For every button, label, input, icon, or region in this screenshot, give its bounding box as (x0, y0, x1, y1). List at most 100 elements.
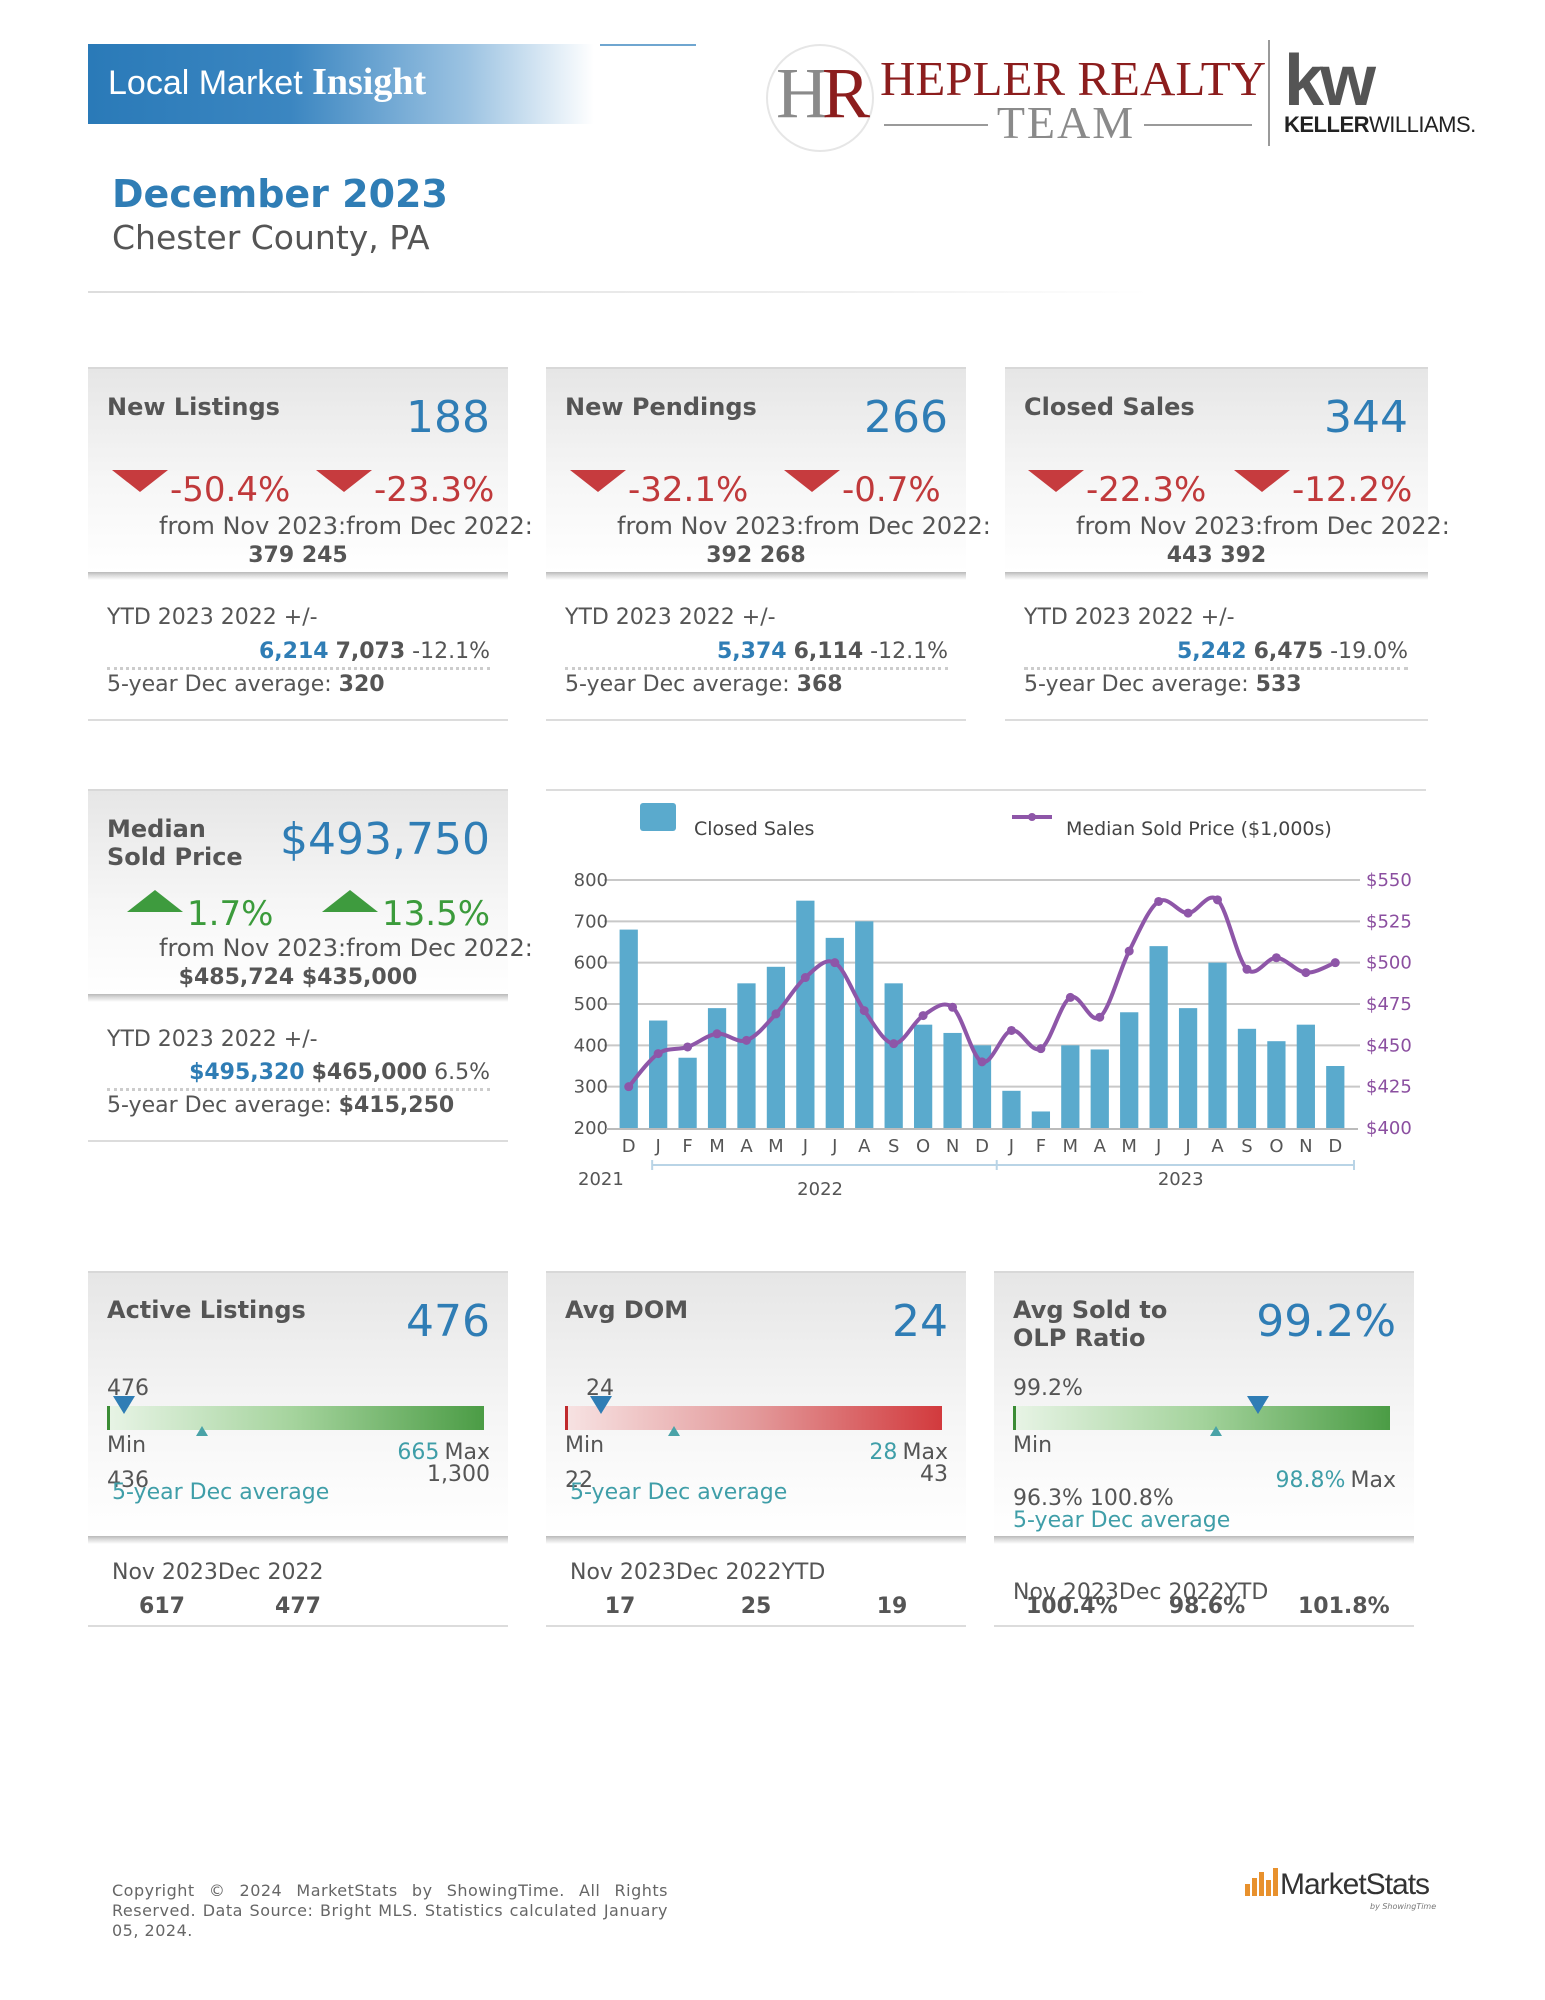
bar-chart-icon (1245, 1868, 1278, 1896)
median-price-ytd-label: YTD 2023 2022 +/- (107, 1027, 318, 1052)
new-pendings-ytd-values: 5,374 6,114 -12.1% (565, 639, 948, 664)
new-listings-value: 188 (406, 392, 490, 443)
ytd-current: 6,214 (258, 639, 329, 664)
gauge-pointer-icon (589, 1396, 612, 1414)
median-price-point (889, 1039, 899, 1049)
median-price-point (1183, 908, 1193, 918)
closed-sales-bar (1237, 1028, 1257, 1128)
gauge-average-value: 665 (397, 1440, 440, 1465)
closed-sales-title: Closed Sales (1024, 393, 1195, 421)
median-price-point (918, 1011, 928, 1021)
y-left-tick-label: 200 (574, 1118, 608, 1139)
team-sub-rule-left (884, 124, 988, 126)
x-month-label: J (802, 1136, 808, 1157)
avg-dom-avg-label: 5-year Dec average (570, 1480, 788, 1505)
closed-sales-bar (1120, 1012, 1139, 1128)
legend-bar-swatch (640, 803, 676, 831)
dotted-divider (1024, 667, 1408, 670)
y-right-tick-label: $475 (1366, 994, 1412, 1015)
y-left-tick-label: 800 (574, 870, 608, 891)
x-month-label: M (709, 1136, 725, 1157)
sold-olp-title-line1: Avg Sold to (1013, 1296, 1168, 1324)
median-price-point (683, 1042, 693, 1052)
x-month-label: D (1328, 1136, 1342, 1157)
closed-sales-5yr-average: 5-year Dec average: 533 (1024, 672, 1302, 697)
avg-value: 368 (796, 672, 843, 697)
x-year-label: 2023 (1158, 1169, 1204, 1190)
active-listings-history-dec: 477 (275, 1594, 321, 1619)
closed-sales-bar (678, 1057, 697, 1128)
ytd-current: $495,320 (189, 1060, 305, 1085)
median-price-point (1242, 964, 1252, 974)
card-bottom-rule (546, 1625, 966, 1627)
team-name: HEPLER REALTY (880, 51, 1267, 106)
x-month-label: A (1211, 1136, 1224, 1157)
median-price-point (1271, 953, 1281, 963)
new-pendings-pct-month: -32.1% (628, 470, 749, 510)
active-listings-avg-label: 5-year Dec average (112, 1480, 330, 1505)
y-right-tick-label: $400 (1366, 1118, 1412, 1139)
x-month-label: A (740, 1136, 753, 1157)
y-right-tick-label: $550 (1366, 870, 1412, 891)
active-listings-history-labels: Nov 2023Dec 2022 (112, 1560, 324, 1585)
median-price-pct-month: 1.7% (187, 894, 274, 934)
new-pendings-from-text: from Nov 2023:from Dec 2022: (617, 512, 991, 540)
avg-dom-min-value: 22 (565, 1468, 593, 1493)
dotted-divider (107, 667, 490, 670)
x-month-label: S (888, 1136, 899, 1157)
sold-olp-avg-label: 5-year Dec average (1013, 1508, 1231, 1533)
avg-label: 5-year Dec average: (565, 672, 790, 697)
marketstats-sub: by ShowingTime (1370, 1902, 1437, 1911)
card-separator (88, 572, 508, 580)
banner-title: Local Market Insight (108, 60, 426, 104)
card-bottom-rule (546, 719, 966, 721)
median-price-point (948, 1002, 958, 1012)
median-price-from-values: $485,724 $435,000 (178, 965, 418, 990)
arrow-down-icon (316, 470, 372, 492)
closed-sales-bar (1031, 1111, 1051, 1128)
closed-sales-bar (1002, 1090, 1021, 1128)
closed-sales-bar (913, 1024, 933, 1128)
arrow-up-icon (322, 890, 378, 912)
brokerage-name-regular: WILLIAMS. (1369, 112, 1476, 137)
new-listings-from-values: 379 245 (248, 543, 348, 568)
monogram-h: H (775, 53, 828, 133)
card-bottom-rule (88, 719, 508, 721)
gauge-pointer-icon (112, 1396, 135, 1414)
sold-olp-min-label: Min (1013, 1433, 1053, 1458)
closed-sales-from-values: 443 392 (1166, 543, 1267, 568)
chart-top-rule (546, 789, 1426, 791)
x-month-label: A (1094, 1136, 1107, 1157)
closed-sales-bar (1090, 1049, 1109, 1128)
brokerage-logo: kw (1284, 41, 1376, 121)
new-listings-from-text: from Nov 2023:from Dec 2022: (159, 512, 533, 540)
ytd-previous: 6,475 (1253, 639, 1324, 664)
x-month-label: O (916, 1136, 930, 1157)
avg-dom-min-label: Min (565, 1433, 605, 1458)
card-bottom-rule (994, 1625, 1414, 1627)
avg-label: 5-year Dec average: (1024, 672, 1249, 697)
closed-sales-card (1005, 367, 1428, 572)
sold-olp-min-max-values: 96.3% 100.8% (1013, 1486, 1174, 1511)
banner (88, 44, 594, 124)
new-pendings-title: New Pendings (565, 393, 757, 421)
logo-divider (1268, 40, 1270, 146)
median-price-title: Median Sold Price (107, 815, 243, 871)
x-month-label: A (858, 1136, 871, 1157)
closed-sales-bar (884, 983, 903, 1128)
brokerage-name-bold: KELLER (1284, 112, 1370, 137)
avg-dom-history-dec: 25 (740, 1594, 772, 1619)
x-month-label: F (682, 1136, 692, 1157)
avg-dom-avg-max: 28 Max (828, 1440, 948, 1465)
new-listings-card (88, 367, 508, 572)
gauge-max-label: Max (902, 1440, 948, 1465)
report-region: Chester County, PA (112, 218, 430, 257)
median-price-point (830, 958, 840, 968)
median-price-point (1301, 968, 1311, 978)
closed-sales-bar (619, 929, 638, 1128)
x-month-label: J (1008, 1136, 1014, 1157)
closed-sales-bar (972, 1045, 992, 1128)
median-price-point (859, 1006, 869, 1016)
x-month-label: F (1036, 1136, 1046, 1157)
marketstats-logo: MarketStats (1244, 1866, 1430, 1902)
